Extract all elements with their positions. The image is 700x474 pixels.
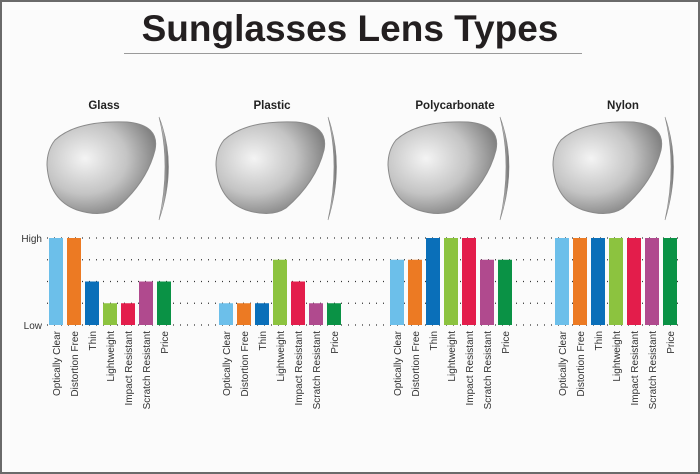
category-label: Thin	[258, 331, 269, 350]
category-label: Distortion Free	[70, 331, 81, 397]
lens-side-profile-image	[499, 116, 510, 221]
category-label: Scratch Resistant	[312, 331, 323, 410]
category-label: Thin	[594, 331, 605, 350]
category-label: Distortion Free	[240, 331, 251, 397]
bar-glass-0	[49, 238, 63, 325]
category-label: Scratch Resistant	[648, 331, 659, 410]
bar-nylon-1	[573, 238, 587, 325]
category-label: Thin	[88, 331, 99, 350]
category-label: Optically Clear	[393, 330, 404, 396]
bar-glass-1	[67, 238, 81, 325]
lens-side-profile-image	[158, 116, 169, 221]
category-label: Price	[666, 331, 677, 354]
title-divider	[124, 53, 582, 54]
bar-glass-5	[139, 281, 153, 325]
lens-side-profile-image	[664, 116, 674, 221]
bar-plastic-0	[219, 303, 233, 325]
lens-side-profile-image	[327, 116, 337, 221]
category-label: Optically Clear	[558, 330, 569, 396]
bar-polycarbonate-4	[462, 238, 476, 325]
category-label: Scratch Resistant	[142, 331, 153, 410]
lens-type-heading: Glass	[88, 100, 119, 112]
bar-plastic-1	[237, 303, 251, 325]
lens-type-heading: Polycarbonate	[415, 100, 494, 112]
bar-plastic-3	[273, 259, 287, 325]
bar-glass-2	[85, 281, 99, 325]
bar-nylon-6	[663, 238, 677, 325]
page-title: Sunglasses Lens Types	[141, 8, 559, 49]
category-label: Optically Clear	[52, 330, 63, 396]
category-label: Thin	[429, 331, 440, 350]
bar-nylon-2	[591, 238, 605, 325]
lens-type-heading: Plastic	[253, 100, 291, 112]
bar-nylon-0	[555, 238, 569, 325]
bar-polycarbonate-5	[480, 259, 494, 325]
category-label: Lightweight	[612, 331, 623, 382]
category-label: Price	[330, 331, 341, 354]
category-label: Impact Resistant	[294, 331, 305, 406]
category-label: Distortion Free	[576, 331, 587, 397]
bar-nylon-4	[627, 238, 641, 325]
category-label: Optically Clear	[222, 330, 233, 396]
category-label: Scratch Resistant	[483, 331, 494, 410]
lens-front-image	[215, 121, 326, 214]
bar-plastic-5	[309, 303, 323, 325]
category-label: Lightweight	[106, 331, 117, 382]
bar-polycarbonate-0	[390, 259, 404, 325]
bar-glass-3	[103, 303, 117, 325]
bar-nylon-3	[609, 238, 623, 325]
bar-polycarbonate-2	[426, 238, 440, 325]
category-label: Impact Resistant	[124, 331, 135, 406]
category-label: Distortion Free	[411, 331, 422, 397]
category-label: Impact Resistant	[465, 331, 476, 406]
bar-nylon-5	[645, 238, 659, 325]
lens-front-image	[552, 121, 663, 214]
lens-front-image	[387, 121, 498, 214]
bar-glass-6	[157, 281, 171, 325]
bar-plastic-4	[291, 281, 305, 325]
category-label: Price	[160, 331, 171, 354]
bar-glass-4	[121, 303, 135, 325]
category-label: Impact Resistant	[630, 331, 641, 406]
lens-type-heading: Nylon	[607, 100, 639, 112]
bar-polycarbonate-1	[408, 259, 422, 325]
category-label: Lightweight	[447, 331, 458, 382]
bar-plastic-6	[327, 303, 341, 325]
bar-polycarbonate-3	[444, 238, 458, 325]
y-tick-low: Low	[24, 321, 43, 332]
lens-front-image	[46, 121, 157, 214]
category-label: Price	[501, 331, 512, 354]
bar-polycarbonate-6	[498, 259, 512, 325]
bar-plastic-2	[255, 303, 269, 325]
category-label: Lightweight	[276, 331, 287, 382]
y-tick-high: High	[21, 234, 42, 245]
